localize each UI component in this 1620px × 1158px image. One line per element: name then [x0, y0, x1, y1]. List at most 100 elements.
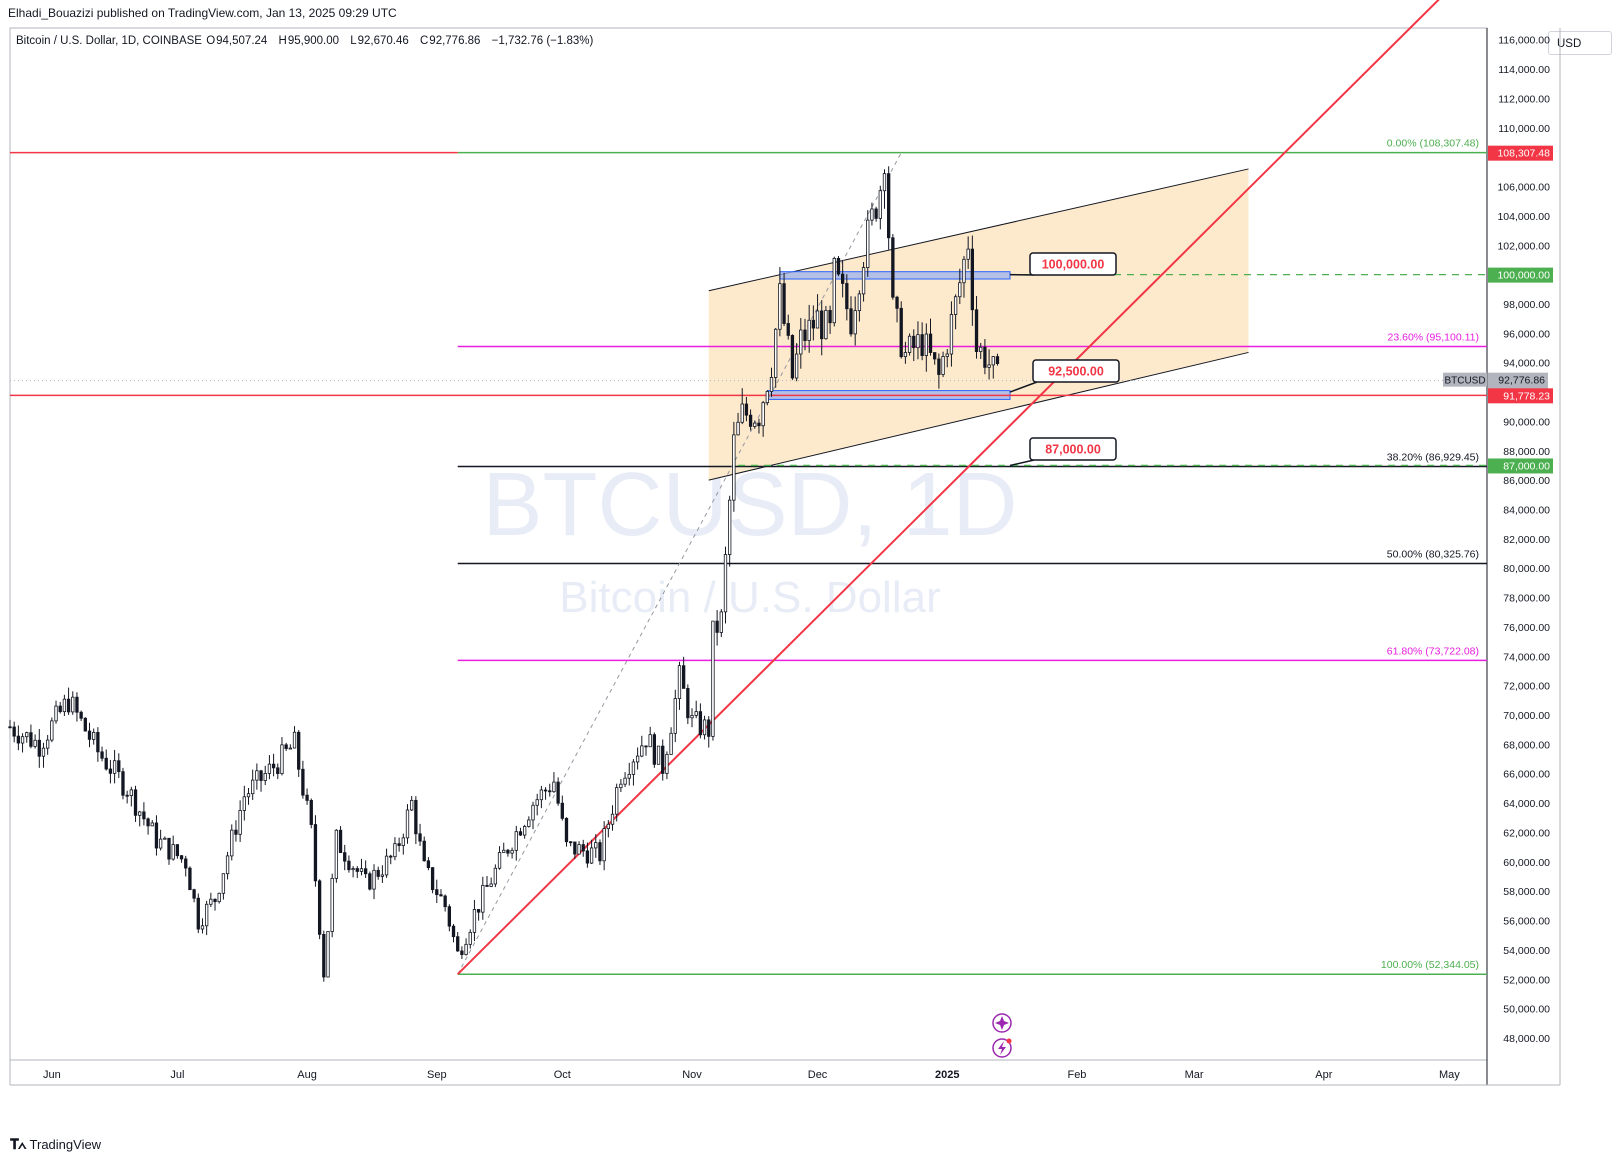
candle-up: [690, 714, 694, 719]
sparkle-icon[interactable]: [992, 1013, 1012, 1033]
candle-down: [820, 310, 824, 340]
candle-down: [397, 843, 401, 846]
callout-box-0: [1029, 252, 1117, 276]
candle-up: [493, 867, 498, 885]
candle-up: [54, 705, 58, 722]
candle-down: [644, 745, 648, 748]
close-label: C: [419, 35, 429, 47]
candle-up: [577, 844, 581, 855]
callout-text-2: 87,000.00: [1045, 443, 1101, 457]
candle-down: [29, 732, 33, 747]
symbol-legend: Bitcoin / U.S. Dollar, 1D, COINBASE O94,…: [16, 35, 594, 47]
chart-watermark: BTCUSD, 1D Bitcoin / U.S. Dollar: [482, 455, 1017, 622]
price-label-3: 91,778.23: [1503, 390, 1550, 402]
fib-label-0: 0.00% (108,307.48): [1387, 138, 1479, 150]
y-tick-label: 48,000.00: [1503, 1033, 1550, 1045]
candle-up: [62, 698, 67, 713]
y-tick-label: 64,000.00: [1503, 798, 1550, 810]
y-tick-label: 94,000.00: [1503, 358, 1550, 370]
candle-up: [740, 403, 744, 423]
candle-up: [882, 173, 887, 192]
candle-down: [560, 802, 564, 819]
candle-down: [681, 665, 686, 689]
candle-up: [50, 720, 54, 741]
candle-up: [158, 838, 163, 849]
candle-down: [418, 833, 422, 842]
candle-up: [702, 719, 707, 736]
price-label-bg-3: [1488, 388, 1553, 404]
candle-up: [979, 346, 983, 352]
candle-down: [652, 734, 657, 765]
candle-up: [171, 844, 175, 860]
y-tick-label: 98,000.00: [1503, 299, 1550, 311]
x-tick-label: Mar: [1185, 1069, 1204, 1081]
candle-down: [661, 745, 665, 774]
candle-up: [405, 809, 410, 839]
x-tick-label: Apr: [1315, 1069, 1332, 1081]
y-tick-label: 110,000.00: [1498, 123, 1550, 135]
candle-down: [937, 358, 941, 375]
x-tick-label: Feb: [1067, 1069, 1086, 1081]
price-label-bg-0: [1488, 145, 1553, 161]
symbol-name[interactable]: Bitcoin / U.S. Dollar, 1D, COINBASE: [16, 35, 202, 47]
candle-down: [276, 767, 280, 775]
fib-label-2: 38.20% (86,929.45): [1387, 451, 1479, 463]
axis-layer: 48,000.00 50,000.00 52,000.00 54,000.00 56,0…: [43, 35, 1553, 1081]
candle-up: [656, 745, 661, 765]
candle-up: [958, 282, 962, 298]
candle-up: [150, 822, 154, 827]
candle-up: [606, 823, 610, 830]
candle-up: [769, 377, 774, 392]
candle-down: [142, 811, 146, 820]
candle-down: [891, 237, 895, 298]
footer-brand[interactable]: 𝐓∧ TradingView: [10, 1136, 101, 1153]
y-tick-label: 52,000.00: [1503, 974, 1550, 986]
callout-text-1: 92,500.00: [1048, 365, 1104, 379]
candle-up: [502, 849, 506, 853]
candle-up: [41, 747, 46, 757]
candle-down: [598, 842, 602, 862]
candle-up: [217, 892, 221, 903]
chart-frame: [9, 27, 1561, 1086]
y-tick-label: 58,000.00: [1503, 886, 1550, 898]
candle-down: [363, 868, 368, 875]
callout-text-0: 100,000.00: [1042, 258, 1105, 272]
candle-down: [355, 868, 359, 872]
change-value: −1,732.76 (−1.83%): [491, 35, 594, 47]
currency-selector[interactable]: USD: [1548, 31, 1612, 55]
candle-up: [372, 869, 376, 890]
x-tick-label: May: [1439, 1069, 1460, 1081]
candle-up: [815, 310, 820, 329]
y-tick-label: 56,000.00: [1503, 916, 1550, 928]
y-tick-label: 80,000.00: [1503, 563, 1550, 575]
candle-up: [878, 190, 882, 219]
candle-down: [786, 323, 790, 336]
fib-label-5: 100.00% (52,344.05): [1381, 959, 1479, 971]
candle-up: [853, 310, 857, 335]
candle-down: [414, 799, 418, 835]
candle-up: [209, 898, 213, 905]
high-value: 95,900.00: [287, 35, 339, 47]
candle-down: [874, 208, 878, 219]
candle-down: [125, 794, 129, 797]
candle-down: [556, 781, 560, 804]
price-label-2: 92,776.86: [1498, 375, 1545, 387]
candle-down: [16, 735, 21, 744]
candle-down: [686, 688, 690, 719]
candle-up: [489, 883, 493, 887]
candle-down: [154, 822, 159, 849]
candle-up: [753, 422, 757, 427]
candle-down: [108, 768, 113, 774]
candle-up: [778, 283, 782, 330]
low-value: 92,670.46: [357, 35, 409, 47]
candle-up: [242, 796, 246, 811]
candle-down: [849, 308, 853, 335]
candle-down: [167, 837, 171, 860]
y-tick-label: 70,000.00: [1503, 710, 1550, 722]
candle-up: [694, 711, 698, 716]
candle-down: [811, 319, 816, 329]
lightning-icon[interactable]: [992, 1038, 1012, 1058]
candle-down: [347, 860, 351, 871]
candle-down: [313, 824, 318, 882]
